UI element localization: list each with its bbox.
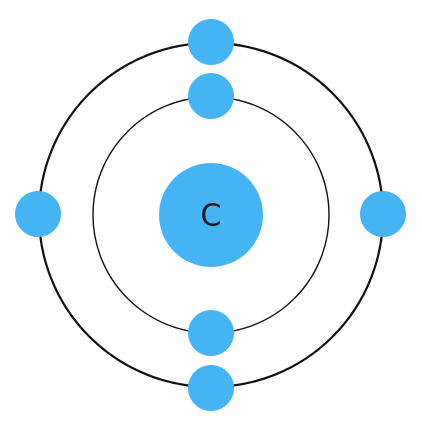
electron bbox=[188, 310, 234, 356]
electron bbox=[188, 365, 234, 411]
nucleus bbox=[159, 163, 263, 267]
electron bbox=[360, 191, 406, 237]
nucleus-label: C bbox=[201, 199, 222, 234]
electron bbox=[188, 19, 234, 65]
electron bbox=[188, 73, 234, 119]
electron bbox=[15, 191, 61, 237]
